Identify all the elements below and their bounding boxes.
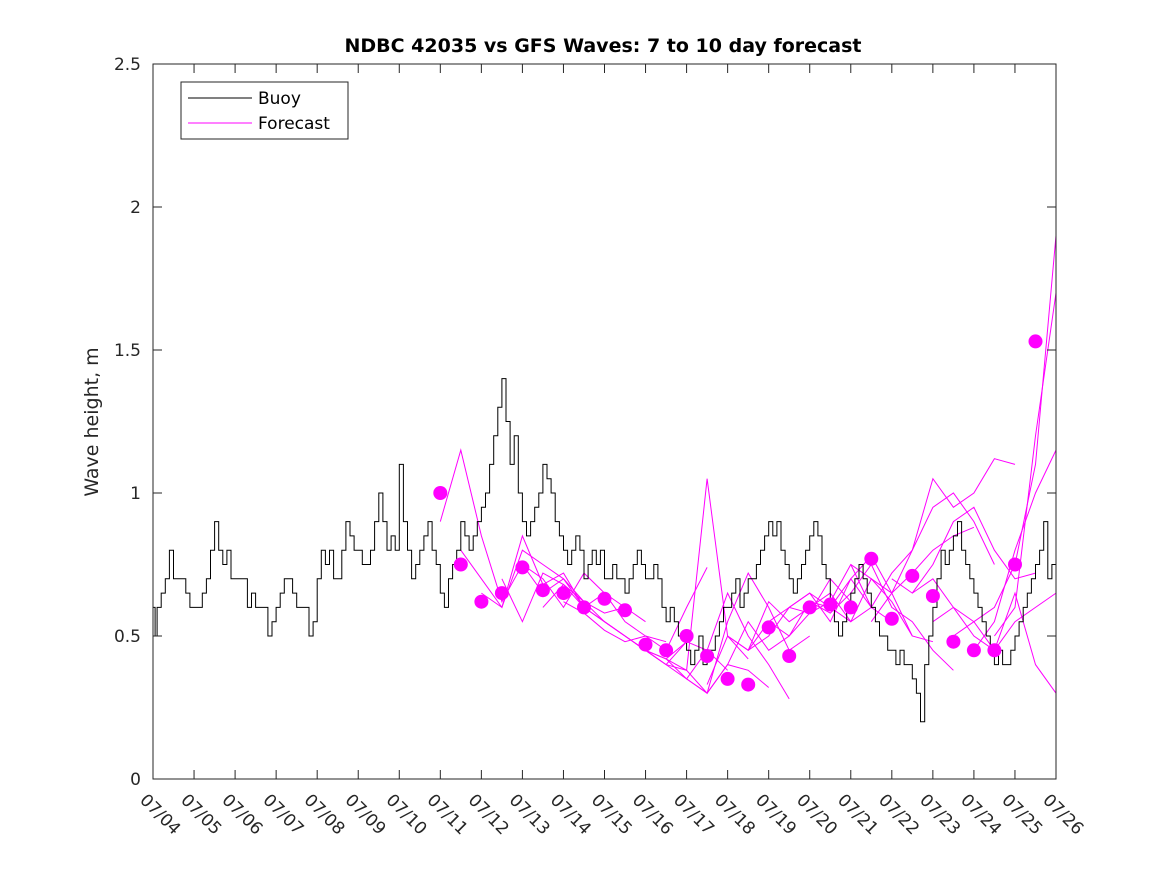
x-tick-label: 07/24 (956, 790, 1005, 839)
axes: 00.511.522.507/0407/0507/0607/0707/0807/… (114, 55, 1087, 839)
forecast-point (782, 649, 797, 663)
forecast-run-line (645, 591, 790, 700)
x-tick-label: 07/13 (505, 790, 554, 839)
y-tick-label: 0.5 (114, 627, 141, 647)
forecast-run-line (870, 458, 1016, 622)
forecast-run-line (665, 571, 810, 695)
x-tick-label: 07/05 (176, 790, 225, 839)
forecast-point (802, 600, 817, 615)
forecast-run-line (891, 506, 1036, 594)
x-tick-label: 07/23 (915, 790, 964, 839)
forecast-point (864, 551, 879, 566)
forecast-point (884, 611, 899, 626)
forecast-run-line (829, 526, 975, 608)
y-tick-label: 2.5 (114, 55, 141, 75)
forecast-point (925, 589, 940, 603)
forecast-point (987, 643, 1002, 658)
forecast-run-line (953, 235, 1057, 637)
forecast-point (843, 600, 858, 615)
forecast-point (515, 560, 530, 575)
buoy-line (153, 378, 1056, 723)
forecast-run-line (727, 592, 872, 652)
legend-entry-forecast: Forecast (258, 114, 330, 134)
forecast-point (700, 649, 715, 663)
x-tick-label: 07/21 (833, 790, 882, 839)
forecast-point (679, 629, 694, 643)
x-tick-label: 07/15 (587, 790, 636, 839)
legend-entry-buoy: Buoy (258, 89, 301, 109)
forecast-point (720, 671, 735, 686)
plot-area (153, 235, 1057, 723)
x-tick-label: 07/20 (792, 790, 841, 839)
x-tick-label: 07/16 (628, 790, 677, 839)
y-tick-label: 2 (130, 198, 141, 218)
forecast-point (494, 586, 509, 601)
forecast-point (535, 583, 550, 598)
forecast-point (823, 597, 838, 612)
x-tick-label: 07/10 (382, 790, 431, 839)
x-tick-label: 07/09 (341, 790, 390, 839)
x-tick-label: 07/19 (751, 790, 800, 839)
y-tick-label: 1 (130, 484, 141, 504)
forecast-point (638, 637, 653, 652)
forecast-point (577, 600, 591, 615)
x-tick-label: 07/08 (300, 790, 349, 839)
forecast-point (556, 586, 571, 601)
x-tick-label: 07/12 (464, 790, 513, 839)
x-tick-label: 07/04 (135, 790, 184, 839)
x-tick-label: 07/14 (546, 790, 595, 839)
legend-box (180, 81, 349, 140)
forecast-point (1008, 557, 1022, 572)
x-tick-label: 07/26 (1038, 790, 1087, 839)
forecast-point (1028, 334, 1043, 349)
forecast-point (905, 568, 920, 583)
x-tick-label: 07/17 (669, 790, 718, 839)
forecast-run-line (439, 448, 585, 608)
forecast-run-line (522, 564, 667, 643)
forecast-run-line (973, 449, 1057, 651)
forecast-point (966, 643, 981, 658)
forecast-point (433, 486, 448, 500)
x-tick-label: 07/25 (997, 790, 1046, 839)
y-tick-label: 0 (130, 770, 141, 790)
forecast-point (597, 591, 612, 606)
forecast-run-line (993, 292, 1057, 637)
x-tick-label: 07/11 (423, 790, 472, 839)
forecast-point (453, 557, 468, 572)
y-tick-label: 1.5 (114, 341, 141, 361)
axes-box (152, 63, 1057, 780)
forecast-point (741, 677, 756, 692)
y-axis-label: Wave height, m (81, 347, 103, 496)
forecast-run-line (788, 578, 934, 643)
forecast-point (761, 620, 776, 635)
forecast-point (659, 643, 674, 658)
x-tick-label: 07/18 (710, 790, 759, 839)
forecast-run-line (747, 577, 893, 651)
forecast-point (618, 603, 632, 618)
x-tick-label: 07/06 (218, 790, 267, 839)
forecast-point (474, 594, 489, 609)
legend: Buoy Forecast (180, 81, 349, 140)
forecast-run-line (563, 567, 708, 652)
forecast-point (946, 634, 961, 649)
chart-title: NDBC 42035 vs GFS Waves: 7 to 10 day for… (344, 35, 861, 57)
x-tick-label: 07/22 (874, 790, 923, 839)
forecast-run-line (850, 492, 995, 609)
x-tick-label: 07/07 (259, 790, 308, 839)
